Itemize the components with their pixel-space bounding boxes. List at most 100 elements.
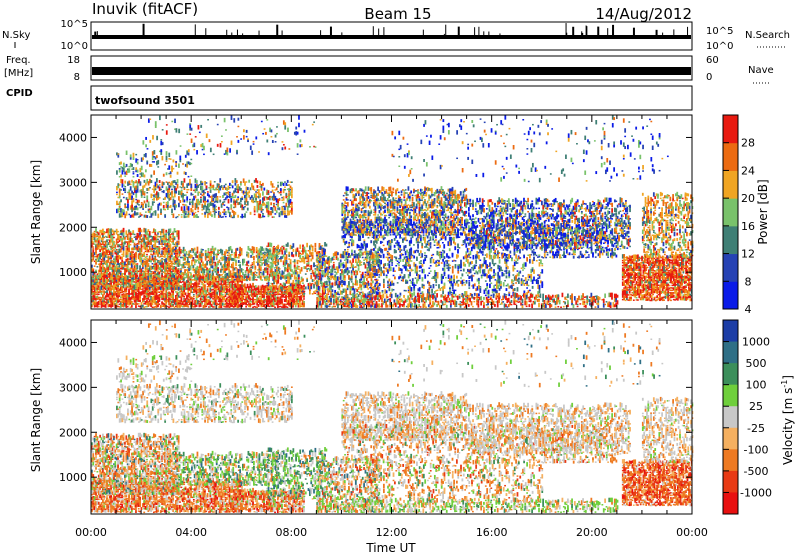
- power-cell: [170, 228, 172, 232]
- power-cell: [314, 293, 316, 295]
- power-cell: [127, 266, 129, 268]
- power-cell: [161, 273, 163, 275]
- power-cell: [147, 263, 149, 265]
- power-cell: [302, 282, 304, 284]
- power-cell: [290, 264, 292, 267]
- power-cell: [261, 279, 263, 281]
- power-cell: [142, 204, 144, 206]
- power-cell: [257, 180, 259, 183]
- power-cell: [276, 266, 278, 269]
- power-cell: [97, 266, 99, 268]
- power-cell: [181, 189, 183, 191]
- power-cell: [184, 199, 186, 202]
- power-cell: [135, 305, 137, 308]
- power-cell: [230, 208, 232, 210]
- power-cell: [218, 190, 220, 193]
- power-cell: [256, 275, 258, 277]
- power-cell: [132, 240, 134, 243]
- power-cell: [164, 214, 166, 216]
- power-cell: [281, 299, 283, 303]
- power-cell: [153, 198, 155, 201]
- power-cell: [268, 291, 270, 293]
- power-cell: [298, 266, 300, 268]
- power-cell: [135, 261, 137, 263]
- power-cell: [122, 193, 124, 195]
- power-cell: [263, 188, 265, 191]
- power-cell: [247, 201, 249, 205]
- power-cell: [128, 247, 130, 251]
- power-cell: [234, 195, 236, 198]
- power-cell: [124, 186, 126, 188]
- power-cell: [158, 303, 160, 305]
- radar-figure: Inuvik (fitACF) Beam 15 14/Aug/2012 N.Sk…: [0, 0, 800, 554]
- power-cell: [135, 252, 137, 255]
- nave-tick-top: 60: [706, 55, 719, 66]
- power-cell: [303, 285, 305, 288]
- power-cell: [92, 246, 94, 248]
- power-cell: [108, 249, 110, 251]
- power-cell: [222, 301, 224, 303]
- power-cell: [110, 288, 112, 290]
- power-cell: [159, 184, 161, 186]
- power-cell: [206, 261, 208, 265]
- freq-tick-top: 18: [67, 55, 80, 66]
- power-cell: [262, 209, 264, 211]
- power-cell: [137, 185, 139, 188]
- power-cell: [121, 278, 123, 280]
- power-cell: [219, 212, 221, 215]
- power-cell: [146, 254, 148, 256]
- freq-trace: [92, 67, 691, 75]
- station-title: Inuvik (fitACF): [92, 0, 198, 18]
- power-cell: [133, 198, 135, 202]
- power-cell: [113, 241, 115, 243]
- power-cell: [223, 277, 225, 279]
- power-cell: [201, 257, 203, 259]
- power-cell: [248, 274, 250, 276]
- power-cell: [154, 256, 156, 257]
- power-cell: [124, 181, 126, 184]
- power-cell: [258, 286, 260, 288]
- power-cell: [210, 180, 212, 183]
- power-cell: [252, 187, 254, 189]
- power-cell: [163, 287, 165, 290]
- power-cell: [109, 272, 111, 275]
- power-cell: [283, 245, 285, 247]
- power-cell: [292, 254, 294, 257]
- power-cell: [240, 284, 242, 287]
- power-panel: 1000200030004000 Slant Range [km] 282420…: [29, 115, 770, 316]
- power-cell: [283, 288, 285, 290]
- power-cell: [292, 249, 294, 252]
- power-cell: [92, 268, 94, 270]
- power-cell: [268, 261, 270, 263]
- power-cell: [248, 190, 250, 193]
- power-cell: [200, 198, 202, 202]
- power-cell: [148, 201, 150, 205]
- power-cell: [212, 185, 214, 188]
- power-cell: [281, 250, 283, 254]
- power-cell: [234, 279, 236, 281]
- power-cell: [247, 187, 249, 190]
- power-cell: [190, 184, 192, 188]
- power-cell: [120, 199, 122, 202]
- power-cell: [190, 272, 192, 274]
- power-cell: [254, 265, 256, 268]
- power-cell: [231, 250, 233, 253]
- power-cell: [144, 191, 146, 193]
- date-title: 14/Aug/2012: [595, 5, 692, 23]
- power-cell: [263, 216, 265, 218]
- power-cell: [97, 280, 99, 282]
- power-cell: [272, 292, 274, 294]
- power-cell: [243, 296, 245, 298]
- power-cell: [217, 198, 219, 201]
- power-cell: [197, 247, 199, 251]
- power-cell: [230, 204, 232, 206]
- power-cell: [171, 261, 173, 263]
- power-cell: [220, 262, 222, 265]
- power-cell: [253, 247, 255, 251]
- power-cell: [280, 259, 282, 262]
- power-cell: [312, 252, 314, 255]
- power-cell: [225, 184, 227, 186]
- power-cell: [177, 179, 179, 183]
- power-cell: [237, 196, 239, 198]
- power-cell: [135, 206, 137, 208]
